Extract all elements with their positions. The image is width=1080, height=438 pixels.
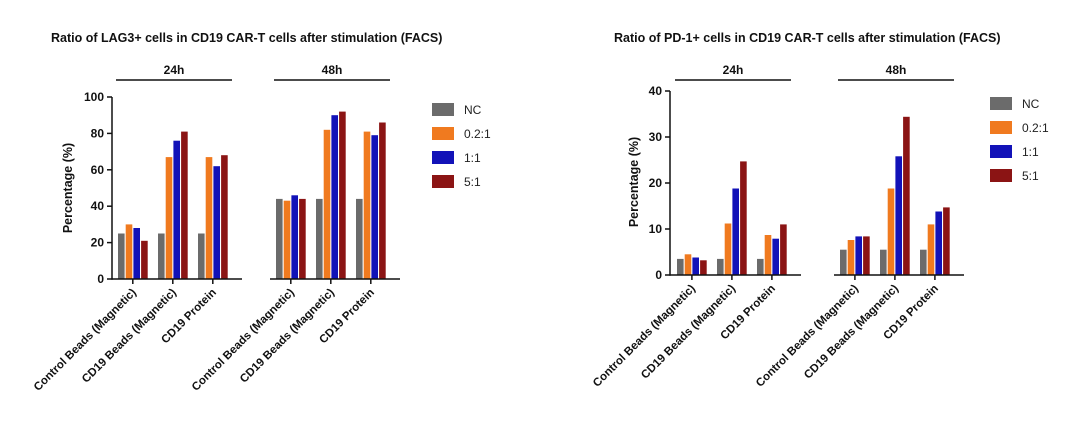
bar-5-1-48h-3 [379, 122, 386, 279]
bar-1-1-24h-1 [133, 228, 140, 279]
bar-marks: Control Beads (Magnetic)CD19 Beads (Magn… [591, 84, 964, 390]
bar-nc-48h-3 [356, 198, 363, 279]
legend-swatch-1-1 [432, 151, 454, 164]
bar-5-1-24h-1 [141, 240, 148, 279]
bar-1-1-48h-1 [291, 195, 298, 279]
bar-5-1-24h-2 [181, 131, 188, 279]
bar-5-1-24h-3 [221, 155, 228, 279]
bar-nc-24h-1 [118, 233, 125, 279]
y-axis-label: Percentage (%) [61, 143, 75, 233]
bar-5-1-24h-2 [740, 161, 747, 275]
bar-nc-24h-1 [677, 258, 684, 275]
group-label-24h: 24h [164, 63, 185, 77]
bar-nc-24h-3 [198, 233, 205, 279]
y-axis-label: Percentage (%) [627, 137, 641, 227]
y-tick-label: 100 [84, 90, 104, 104]
y-tick-label: 0 [97, 272, 104, 286]
bar-1-1-24h-2 [173, 140, 180, 279]
group-label-48h: 48h [322, 63, 343, 77]
legend-label-nc: NC [464, 103, 482, 117]
chart-title: Ratio of LAG3+ cells in CD19 CAR-T cells… [51, 31, 442, 45]
bar-nc-24h-3 [757, 258, 764, 275]
legend-label-5-1: 5:1 [1022, 169, 1039, 183]
bar-0-2-1-24h-1 [125, 224, 133, 279]
bar-5-1-48h-2 [903, 116, 910, 275]
chart-title: Ratio of PD-1+ cells in CD19 CAR-T cells… [614, 31, 1001, 45]
bar-nc-48h-1 [276, 198, 283, 279]
y-tick-label: 80 [91, 126, 105, 140]
legend-label-nc: NC [1022, 97, 1040, 111]
group-label-48h: 48h [886, 63, 907, 77]
legend-label-0-2-1: 0.2:1 [1022, 121, 1049, 135]
y-tick-label: 30 [649, 130, 663, 144]
bar-0-2-1-24h-3 [205, 157, 213, 279]
chart-lag3: Ratio of LAG3+ cells in CD19 CAR-T cells… [32, 31, 491, 394]
bar-1-1-48h-2 [895, 156, 902, 275]
y-tick-label: 40 [649, 84, 663, 98]
bar-1-1-48h-2 [331, 115, 338, 279]
bar-0-2-1-24h-2 [165, 157, 173, 279]
y-tick-label: 40 [91, 199, 105, 213]
y-tick-label: 0 [655, 268, 662, 282]
legend-swatch-0-2-1 [990, 121, 1012, 134]
bar-5-1-48h-1 [299, 198, 306, 279]
bar-nc-48h-1 [840, 249, 847, 275]
bar-0-2-1-48h-1 [283, 200, 291, 279]
bar-nc-24h-2 [158, 233, 165, 279]
bar-1-1-48h-3 [371, 135, 378, 279]
legend-swatch-5-1 [990, 169, 1012, 182]
bar-5-1-24h-1 [700, 260, 707, 275]
y-tick-label: 20 [91, 236, 105, 250]
bar-1-1-48h-3 [935, 211, 942, 275]
group-label-24h: 24h [723, 63, 744, 77]
legend-label-0-2-1: 0.2:1 [464, 127, 491, 141]
bar-0-2-1-24h-2 [724, 223, 732, 275]
bar-nc-24h-2 [717, 258, 724, 275]
bar-0-2-1-48h-2 [887, 188, 895, 275]
bar-5-1-24h-3 [780, 224, 787, 275]
bar-1-1-24h-1 [692, 257, 699, 275]
bar-0-2-1-48h-3 [363, 131, 371, 279]
bar-nc-48h-2 [316, 198, 323, 279]
bar-0-2-1-48h-3 [927, 224, 935, 275]
legend-swatch-0-2-1 [432, 127, 454, 140]
bar-nc-48h-3 [920, 249, 927, 275]
bar-1-1-24h-2 [732, 188, 739, 275]
bar-1-1-48h-1 [855, 236, 862, 275]
y-tick-label: 20 [649, 176, 663, 190]
bar-5-1-48h-1 [863, 236, 870, 275]
bar-5-1-48h-3 [943, 207, 950, 275]
legend-swatch-nc [990, 97, 1012, 110]
bar-0-2-1-48h-1 [847, 240, 855, 275]
y-tick-label: 10 [649, 222, 663, 236]
legend-label-5-1: 5:1 [464, 175, 481, 189]
bar-marks: Control Beads (Magnetic)CD19 Beads (Magn… [32, 90, 400, 394]
bar-0-2-1-48h-2 [323, 129, 331, 279]
legend-label-1-1: 1:1 [464, 151, 481, 165]
bar-1-1-24h-3 [213, 166, 220, 279]
legend-swatch-1-1 [990, 145, 1012, 158]
bar-5-1-48h-2 [339, 111, 346, 279]
bar-0-2-1-24h-3 [764, 235, 772, 275]
legend-swatch-5-1 [432, 175, 454, 188]
chart-pd1: Ratio of PD-1+ cells in CD19 CAR-T cells… [591, 31, 1049, 390]
bar-1-1-24h-3 [772, 238, 779, 275]
legend-label-1-1: 1:1 [1022, 145, 1039, 159]
y-tick-label: 60 [91, 163, 105, 177]
legend-swatch-nc [432, 103, 454, 116]
bar-0-2-1-24h-1 [684, 254, 692, 275]
bar-nc-48h-2 [880, 249, 887, 275]
